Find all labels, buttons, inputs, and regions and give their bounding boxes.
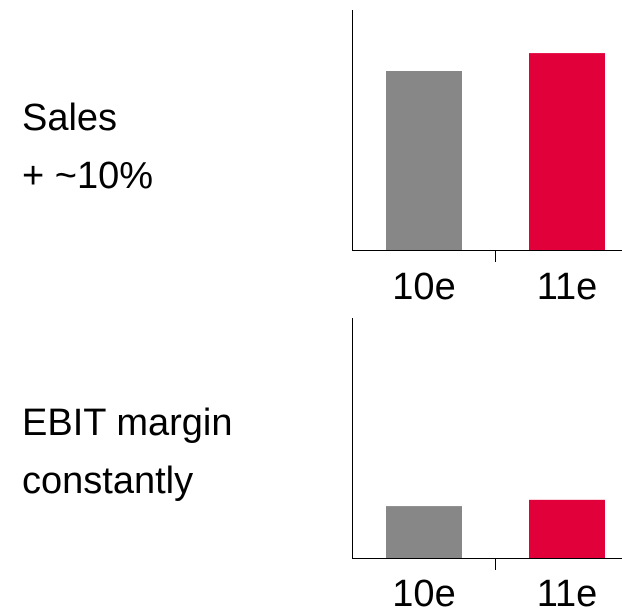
- ebit-margin-bar-10e: [386, 506, 462, 558]
- sales-label: Sales + ~10%: [22, 89, 153, 205]
- ebit-margin-label-line-2: constantly: [22, 460, 194, 502]
- sales-chart: 10e 11e: [352, 10, 622, 308]
- ebit-margin-x-tick-label: 11e: [537, 573, 598, 610]
- ebit-margin-x-tick-label: 10e: [392, 573, 455, 610]
- sales-x-tick-label: 11e: [537, 266, 598, 308]
- ebit-margin-bar-11e: [529, 499, 605, 558]
- sales-x-tick-label: 10e: [392, 266, 455, 308]
- sales-label-line-2: + ~10%: [22, 155, 153, 197]
- ebit-margin-label-line-1: EBIT margin: [22, 402, 233, 444]
- sales-bar-10e: [386, 71, 462, 250]
- ebit-margin-chart: 10e 11e: [352, 318, 622, 610]
- sales-bar-11e: [529, 53, 605, 250]
- ebit-margin-label: EBIT margin constantly: [22, 394, 232, 510]
- sales-label-line-1: Sales: [22, 97, 118, 139]
